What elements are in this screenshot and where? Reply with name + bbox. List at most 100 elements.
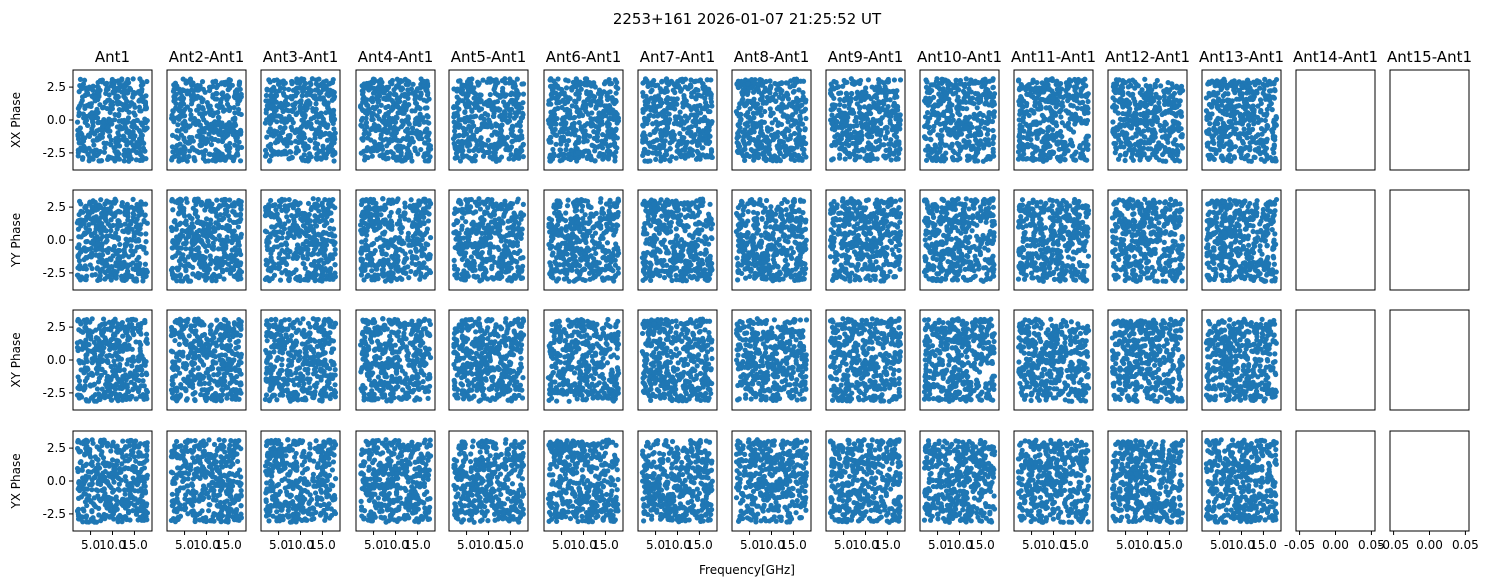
data-point bbox=[80, 147, 86, 153]
data-point bbox=[517, 149, 523, 156]
data-point bbox=[107, 109, 113, 116]
data-point bbox=[1046, 95, 1052, 101]
data-point bbox=[130, 76, 136, 82]
data-point bbox=[990, 146, 996, 152]
data-point bbox=[1158, 83, 1164, 89]
data-point bbox=[836, 90, 842, 97]
data-point bbox=[853, 114, 859, 120]
data-point bbox=[677, 109, 683, 115]
data-point bbox=[401, 103, 407, 109]
data-point bbox=[456, 97, 462, 103]
data-point bbox=[800, 78, 807, 84]
data-point bbox=[116, 143, 123, 149]
data-point bbox=[486, 117, 492, 123]
scatter-panel bbox=[448, 69, 529, 171]
data-point bbox=[418, 91, 424, 97]
data-point bbox=[803, 140, 809, 147]
data-point bbox=[869, 134, 875, 140]
data-point bbox=[219, 130, 225, 136]
data-point bbox=[169, 132, 176, 139]
data-point bbox=[425, 133, 431, 139]
data-point bbox=[94, 88, 100, 95]
data-point bbox=[779, 88, 785, 94]
data-point bbox=[488, 99, 495, 106]
data-point bbox=[297, 85, 304, 91]
data-point bbox=[673, 155, 679, 161]
data-point bbox=[1153, 91, 1159, 97]
data-point bbox=[127, 85, 133, 91]
data-point bbox=[1072, 121, 1078, 127]
data-point bbox=[478, 92, 484, 98]
data-point bbox=[262, 120, 268, 126]
data-point bbox=[938, 137, 944, 143]
data-point bbox=[702, 95, 708, 101]
data-point bbox=[471, 133, 477, 139]
data-point bbox=[927, 115, 933, 121]
data-point bbox=[646, 140, 652, 147]
data-point bbox=[569, 103, 575, 109]
data-point bbox=[557, 147, 563, 153]
data-point bbox=[1065, 110, 1071, 116]
data-point bbox=[1041, 118, 1047, 124]
data-point bbox=[575, 150, 581, 156]
data-point bbox=[169, 157, 175, 163]
data-point bbox=[1157, 107, 1163, 113]
data-point bbox=[405, 119, 411, 126]
data-point bbox=[605, 156, 612, 162]
data-point bbox=[968, 146, 974, 153]
data-point bbox=[235, 106, 242, 113]
data-point bbox=[844, 137, 850, 143]
data-point bbox=[1031, 121, 1037, 127]
data-point bbox=[885, 103, 891, 110]
data-point bbox=[931, 82, 937, 88]
data-point bbox=[104, 84, 111, 91]
data-point bbox=[121, 147, 128, 153]
data-point bbox=[1037, 127, 1044, 133]
data-point bbox=[591, 135, 597, 141]
data-point bbox=[415, 151, 421, 157]
data-point bbox=[312, 140, 318, 146]
data-point bbox=[575, 88, 581, 94]
data-point bbox=[1043, 80, 1049, 86]
data-point bbox=[226, 83, 233, 90]
data-point bbox=[424, 112, 430, 119]
data-point bbox=[280, 78, 287, 84]
data-point bbox=[762, 85, 768, 91]
data-point bbox=[939, 133, 945, 139]
data-point bbox=[555, 105, 561, 111]
data-point bbox=[224, 92, 230, 99]
data-point bbox=[770, 158, 776, 164]
data-point bbox=[700, 81, 706, 87]
data-point bbox=[307, 122, 314, 128]
data-point bbox=[451, 114, 457, 120]
data-point bbox=[1055, 139, 1061, 145]
data-point bbox=[565, 126, 571, 132]
data-point bbox=[666, 111, 672, 117]
data-point bbox=[141, 140, 147, 146]
data-point bbox=[227, 140, 233, 147]
data-point bbox=[775, 129, 781, 136]
data-point bbox=[865, 153, 871, 159]
data-point bbox=[181, 101, 187, 107]
data-point bbox=[963, 76, 969, 82]
data-point bbox=[938, 127, 945, 133]
data-point bbox=[829, 120, 835, 126]
data-point bbox=[233, 133, 239, 139]
data-point bbox=[989, 103, 996, 109]
data-point bbox=[837, 152, 843, 158]
data-point bbox=[759, 131, 765, 137]
data-point bbox=[485, 112, 491, 118]
data-point bbox=[560, 97, 566, 103]
data-point bbox=[1070, 103, 1076, 109]
column-title: Ant2-Ant1 bbox=[169, 48, 244, 66]
data-point bbox=[518, 128, 524, 134]
data-point bbox=[452, 155, 458, 161]
data-point bbox=[888, 137, 894, 143]
data-point bbox=[965, 133, 971, 139]
data-point bbox=[268, 141, 274, 147]
data-point bbox=[1065, 120, 1072, 126]
data-point bbox=[797, 121, 803, 127]
data-point bbox=[207, 103, 213, 109]
data-point bbox=[323, 110, 329, 116]
data-point bbox=[658, 130, 664, 136]
